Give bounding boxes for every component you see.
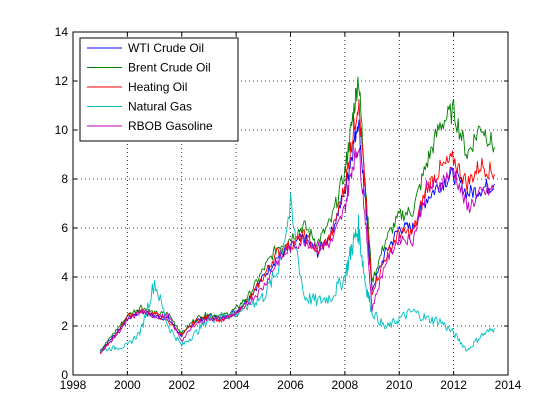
- legend-box: [79, 37, 239, 142]
- x-tick-label: 2006: [277, 378, 304, 392]
- y-tick-label: 6: [61, 221, 68, 235]
- y-tick-label: 8: [61, 172, 68, 186]
- legend-label: Natural Gas: [128, 100, 192, 114]
- series-line-natural-gas: [99, 193, 495, 352]
- legend-label: WTI Crude Oil: [128, 41, 204, 55]
- plot-area: 1998 2000 2002 2004 2006 2008 2010 2012 2014 0 2 4 6…: [55, 25, 522, 392]
- x-tick-label: 2010: [386, 378, 413, 392]
- x-tick-label: 2002: [168, 378, 195, 392]
- y-tick-label: 4: [61, 270, 68, 284]
- x-tick-label: 2004: [223, 378, 250, 392]
- y-tick-label: 10: [55, 123, 69, 137]
- series-lines: [99, 76, 495, 355]
- y-tick-label: 0: [61, 368, 68, 382]
- legend-label: RBOB Gasoline: [128, 119, 213, 133]
- legend: WTI Crude Oil Brent Crude Oil Heating Oil N…: [79, 37, 239, 142]
- legend-label: Brent Crude Oil: [128, 61, 211, 75]
- y-tick-label: 14: [55, 25, 69, 39]
- x-tick-label: 2014: [495, 378, 522, 392]
- series-line-heating-oil: [99, 98, 495, 354]
- axis-ticks: 1998 2000 2002 2004 2006 2008 2010 2012 2014 0 2 4 6…: [55, 25, 522, 392]
- x-tick-label: 2008: [332, 378, 359, 392]
- series-line-rbob-gasoline: [99, 147, 495, 355]
- legend-entries: WTI Crude Oil Brent Crude Oil Heating Oil N…: [87, 41, 213, 133]
- legend-label: Heating Oil: [128, 80, 187, 94]
- series-line-brent-crude-oil: [99, 76, 495, 352]
- y-tick-label: 12: [55, 74, 69, 88]
- x-tick-label: 1998: [60, 378, 87, 392]
- y-tick-label: 2: [61, 319, 68, 333]
- x-tick-label: 2000: [114, 378, 141, 392]
- x-tick-label: 2012: [440, 378, 467, 392]
